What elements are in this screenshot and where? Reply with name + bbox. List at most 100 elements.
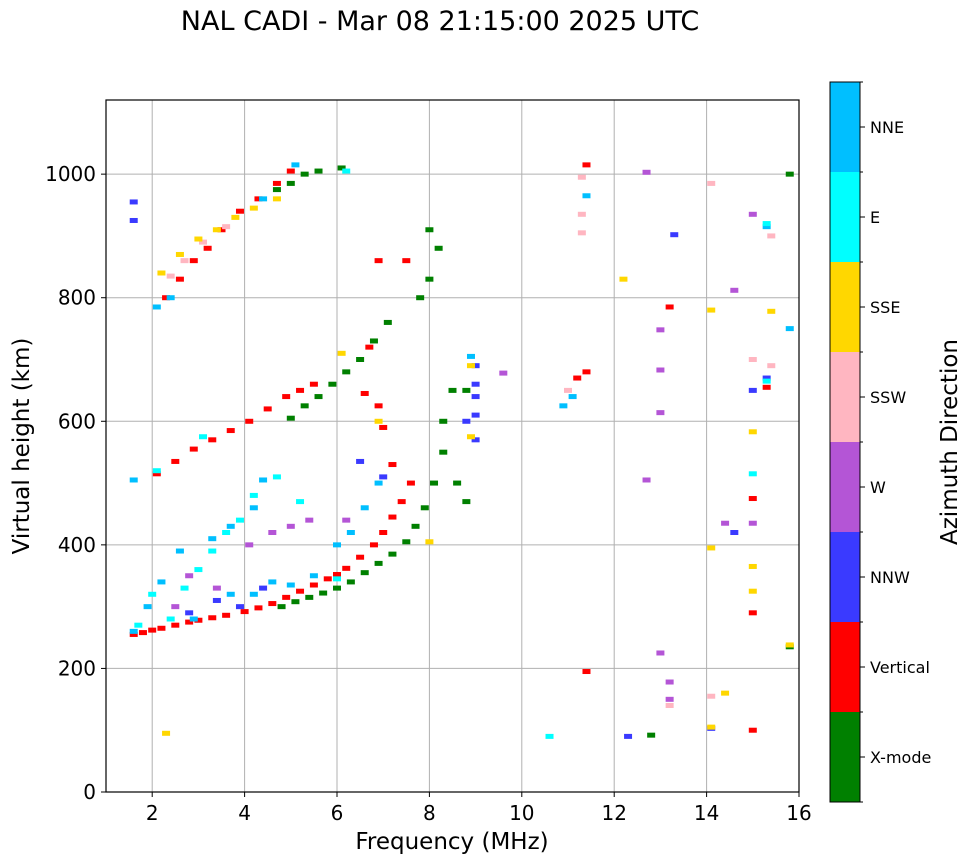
data-point xyxy=(647,732,656,738)
data-point xyxy=(203,245,212,251)
data-point xyxy=(296,499,305,505)
y-tick-label: 0 xyxy=(83,780,96,804)
data-point xyxy=(388,462,397,468)
data-point xyxy=(249,505,258,511)
data-point xyxy=(365,344,374,350)
data-point xyxy=(402,539,411,545)
data-point xyxy=(379,424,388,430)
data-point xyxy=(462,418,471,424)
data-point xyxy=(157,270,166,276)
series-x-mode xyxy=(272,165,794,738)
x-tick-label: 2 xyxy=(146,801,159,825)
data-point xyxy=(342,168,351,174)
data-point xyxy=(767,363,776,369)
data-point xyxy=(665,696,674,702)
data-point xyxy=(333,576,341,582)
data-point xyxy=(235,604,244,610)
data-point xyxy=(707,724,716,730)
data-point xyxy=(388,514,397,520)
colorbar-tick-label: SSW xyxy=(870,388,906,407)
data-point xyxy=(222,224,231,230)
data-point xyxy=(249,492,258,498)
data-point xyxy=(171,604,180,610)
data-point xyxy=(425,227,434,233)
data-point xyxy=(721,520,730,526)
data-point xyxy=(785,171,794,177)
x-axis-label: Frequency (MHz) xyxy=(355,829,548,855)
data-point xyxy=(259,196,268,202)
data-point xyxy=(199,434,208,440)
data-point xyxy=(582,193,591,199)
data-point xyxy=(656,410,665,416)
data-point xyxy=(762,384,771,390)
data-point xyxy=(707,307,716,313)
colorbar-segment xyxy=(830,172,860,262)
data-point xyxy=(208,536,217,542)
data-point xyxy=(148,627,157,633)
data-point xyxy=(134,622,143,628)
data-point xyxy=(208,615,217,621)
data-point xyxy=(259,585,268,591)
data-point xyxy=(577,230,586,236)
data-point xyxy=(166,273,175,279)
data-point xyxy=(226,428,235,434)
data-point xyxy=(439,418,448,424)
data-point xyxy=(420,505,429,511)
data-point xyxy=(748,471,757,477)
data-point xyxy=(471,363,480,369)
data-point xyxy=(300,403,309,409)
data-point xyxy=(286,523,295,529)
y-tick-label: 600 xyxy=(58,409,96,433)
data-point xyxy=(425,276,434,282)
data-point xyxy=(730,530,739,535)
data-point xyxy=(180,585,189,591)
data-point xyxy=(245,542,254,548)
data-point xyxy=(411,523,420,529)
data-point xyxy=(360,570,369,576)
data-point xyxy=(129,477,138,483)
data-point xyxy=(272,474,281,480)
data-point xyxy=(337,165,346,171)
data-point xyxy=(342,517,351,523)
data-point xyxy=(268,530,277,535)
data-point xyxy=(707,545,716,551)
data-point xyxy=(748,588,757,594)
data-point xyxy=(448,387,457,393)
data-point xyxy=(721,690,730,696)
data-point xyxy=(166,295,175,301)
data-point xyxy=(212,597,221,603)
data-point xyxy=(208,437,217,443)
series-nnw xyxy=(129,199,771,739)
data-point xyxy=(337,350,346,356)
data-point xyxy=(171,458,180,464)
series-ssw xyxy=(166,174,776,708)
data-point xyxy=(439,449,448,455)
colorbar-segment xyxy=(830,82,860,172)
data-point xyxy=(286,415,295,421)
data-point xyxy=(291,599,300,605)
data-point xyxy=(199,239,208,245)
data-point xyxy=(268,579,277,585)
data-point xyxy=(272,180,281,186)
colorbar-tick-label: NNE xyxy=(870,118,904,137)
data-point xyxy=(129,628,138,634)
data-point xyxy=(309,573,318,579)
data-point xyxy=(582,669,591,675)
data-point xyxy=(226,523,235,529)
data-point xyxy=(642,477,651,483)
data-point xyxy=(291,162,300,168)
data-point xyxy=(356,554,365,560)
data-point xyxy=(272,187,281,193)
data-point xyxy=(152,304,161,310)
data-point xyxy=(619,276,628,282)
data-point xyxy=(577,211,586,217)
series-w xyxy=(171,169,757,702)
data-point xyxy=(453,480,462,486)
colorbar-segment xyxy=(830,442,860,532)
data-point xyxy=(333,585,341,591)
data-point xyxy=(185,573,194,579)
colorbar-segment xyxy=(830,622,860,712)
data-point xyxy=(217,227,226,233)
colorbar-tick-label: NNW xyxy=(870,568,910,587)
